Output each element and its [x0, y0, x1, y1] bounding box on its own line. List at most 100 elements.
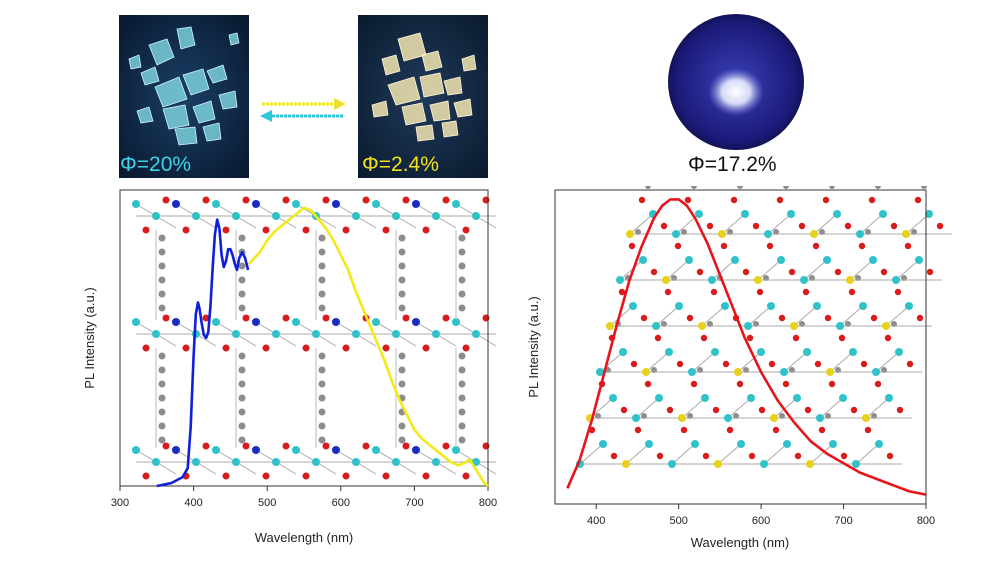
atom-carbon — [783, 186, 789, 189]
atom-carbon — [238, 408, 246, 416]
atom-oxygen — [462, 344, 470, 352]
atom-oxygen — [756, 288, 764, 296]
atom-node — [655, 394, 663, 402]
chart-left-x-ticks: 300 400 500 600 700 800 — [111, 486, 497, 509]
atom-node — [152, 458, 160, 466]
atom-oxygen — [202, 442, 210, 450]
atom-carbon — [158, 304, 166, 312]
chart-left-series-line-1 — [247, 206, 489, 488]
atom-oxygen — [776, 196, 784, 204]
atom-oxygen — [788, 268, 796, 276]
atom-node — [132, 446, 140, 454]
atom-oxygen — [628, 242, 636, 250]
atom-node — [767, 302, 775, 310]
atom-oxygen — [782, 380, 790, 388]
atom-node — [806, 460, 814, 468]
atom-oxygen — [666, 406, 674, 414]
chart-right: 400 500 600 700 800 Wavelength (nm) PL Inten… — [526, 186, 952, 550]
atom-node — [770, 414, 778, 422]
quantum-yield-right: Φ=17.2% — [688, 153, 777, 176]
atom-carbon — [158, 408, 166, 416]
atom-node — [609, 394, 617, 402]
chart-right-series — [566, 198, 927, 496]
atom-oxygen — [752, 222, 760, 230]
atom-node — [872, 368, 880, 376]
atom-node — [869, 256, 877, 264]
atom-oxygen — [818, 426, 826, 434]
backward-arrow-icon — [260, 110, 344, 122]
atom-node — [645, 440, 653, 448]
atom-node — [780, 368, 788, 376]
atom-node — [925, 210, 933, 218]
atom-oxygen — [302, 344, 310, 352]
chart-right-xlabel: Wavelength (nm) — [691, 535, 790, 550]
atom-node — [232, 330, 240, 338]
atom-node — [392, 330, 400, 338]
atom-node — [793, 394, 801, 402]
atom-node — [708, 276, 716, 284]
atom-node — [616, 276, 624, 284]
atom-oxygen — [322, 314, 330, 322]
atom-oxygen — [860, 360, 868, 368]
atom-carbon — [398, 304, 406, 312]
atom-node — [432, 330, 440, 338]
atom-carbon — [158, 234, 166, 242]
atom-oxygen — [890, 222, 898, 230]
atom-oxygen — [462, 226, 470, 234]
atom-carbon — [318, 436, 326, 444]
chart-right-frame — [554, 189, 927, 505]
atom-node — [452, 200, 460, 208]
atom-oxygen — [620, 406, 628, 414]
reversible-arrows — [260, 98, 346, 122]
atom-node — [272, 212, 280, 220]
atom-oxygen — [422, 344, 430, 352]
atom-node — [292, 446, 300, 454]
atom-node — [352, 330, 360, 338]
atom-oxygen — [848, 288, 856, 296]
atom-node — [675, 302, 683, 310]
atom-node — [665, 348, 673, 356]
atom-oxygen — [442, 314, 450, 322]
atom-oxygen — [618, 288, 626, 296]
atom-carbon — [238, 394, 246, 402]
atom-node — [132, 200, 140, 208]
atom-oxygen — [674, 242, 682, 250]
atom-node — [826, 368, 834, 376]
atom-oxygen — [342, 472, 350, 480]
atom-oxygen — [700, 334, 708, 342]
atom-oxygen — [222, 472, 230, 480]
chart-right-ylabel: PL Intensity (a.u.) — [526, 296, 541, 397]
atom-oxygen — [654, 334, 662, 342]
atom-carbon — [158, 262, 166, 270]
atom-carbon — [458, 436, 466, 444]
chart-right-series-line-0 — [566, 198, 927, 496]
atom-oxygen — [874, 380, 882, 388]
chart-left-series-line-0 — [156, 218, 250, 488]
atom-node — [392, 212, 400, 220]
atom-node — [744, 322, 752, 330]
quantum-yield-middle: Φ=2.4% — [362, 153, 439, 176]
forward-arrow-icon — [262, 98, 346, 110]
atom-oxygen — [766, 242, 774, 250]
atom-node — [783, 440, 791, 448]
atom-carbon — [458, 422, 466, 430]
atom-oxygen — [402, 196, 410, 204]
crystal-structure-illustration-left — [132, 196, 497, 480]
quantum-yield-left: Φ=20% — [120, 153, 192, 176]
atom-node — [849, 348, 857, 356]
atom-node — [787, 210, 795, 218]
atom-carbon — [158, 380, 166, 388]
atom-carbon — [238, 436, 246, 444]
atom-carbon — [318, 290, 326, 298]
atom-node — [192, 212, 200, 220]
atom-node — [432, 458, 440, 466]
atom-node — [292, 200, 300, 208]
atom-carbon — [318, 304, 326, 312]
atom-carbon — [238, 290, 246, 298]
atom-carbon — [238, 262, 246, 270]
atom-oxygen — [640, 314, 648, 322]
atom-oxygen — [746, 334, 754, 342]
atom-carbon — [458, 262, 466, 270]
atom-oxygen — [792, 334, 800, 342]
atom-oxygen — [696, 268, 704, 276]
